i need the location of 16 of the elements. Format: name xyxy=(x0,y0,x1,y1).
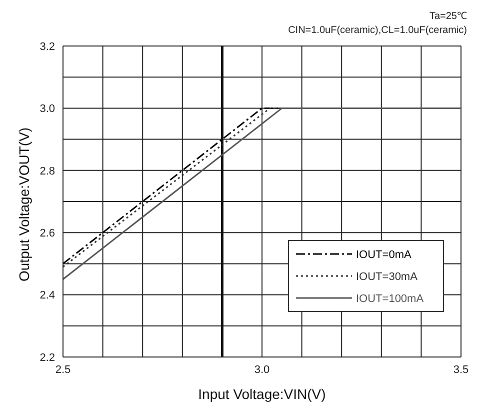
text: IOUT=0mA xyxy=(356,249,412,261)
y-tick-label: 2.8 xyxy=(40,165,55,178)
text: 3.0 xyxy=(254,364,270,376)
y-tick-label: 2.4 xyxy=(40,290,55,302)
y-tick-label: 2.6 xyxy=(40,228,55,240)
y-tick-label: 3.2 xyxy=(40,40,55,53)
text: CIN=1.0uF(ceramic),CL=1.0uF(ceramic) xyxy=(288,24,467,38)
text: IOUT=100mA xyxy=(356,293,424,305)
text: IOUT=30mA xyxy=(356,271,418,283)
y-tick-label: 2.2 xyxy=(40,352,55,364)
text: Ta=25℃ xyxy=(428,10,467,24)
y-axis-title: Output Voltage:VOUT(V) xyxy=(16,127,32,282)
x-tick-label: 3.5 xyxy=(453,364,469,376)
y-tick-label: 3.0 xyxy=(40,103,55,116)
x-tick-label: 2.5 xyxy=(55,364,71,376)
x-axis-title: Input Voltage:VIN(V) xyxy=(198,386,326,402)
